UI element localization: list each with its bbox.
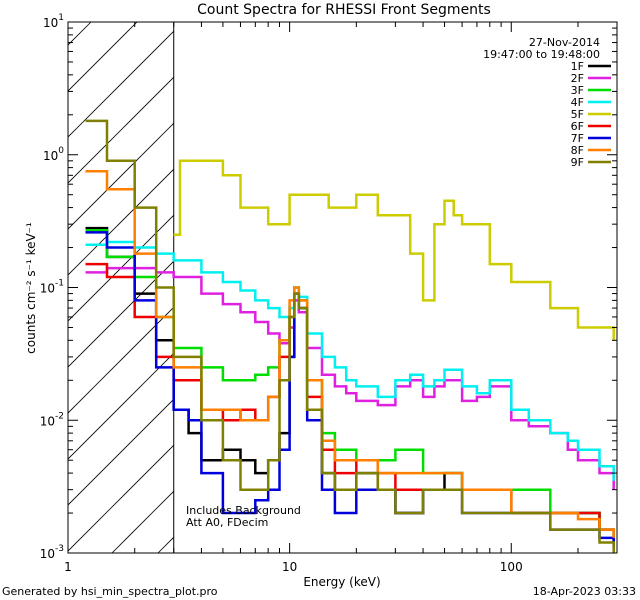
y-tick-label: 10-3 [40, 544, 64, 561]
legend-label-9F: 9F [571, 156, 584, 169]
series-line-2F [85, 266, 615, 490]
annotation-background: Includes Background [186, 504, 301, 517]
legend-label-2F: 2F [571, 72, 584, 85]
legend-label-8F: 8F [571, 144, 584, 157]
legend-label-6F: 6F [571, 120, 584, 133]
series-line-5F [173, 159, 615, 341]
y-tick-label: 10-2 [40, 411, 64, 428]
date-label: 27-Nov-2014 [529, 36, 600, 49]
series-layer [85, 119, 615, 553]
hatch-line [68, 398, 174, 506]
x-axis-label: Energy (keV) [303, 575, 380, 589]
hatch-line [68, 30, 174, 138]
legend-label-1F: 1F [571, 60, 584, 73]
hatch-line [68, 260, 174, 368]
x-tick-label: 100 [500, 560, 523, 574]
series-line-9F [85, 119, 615, 553]
chart-title: Count Spectra for RHESSI Front Segments [197, 2, 491, 18]
hatch-line [68, 214, 174, 322]
legend-label-5F: 5F [571, 108, 584, 121]
hatch-line [68, 76, 174, 184]
y-tick-label: 10-1 [40, 279, 64, 296]
hatch-line [68, 444, 174, 552]
axes: 1 10 100 101 100 10-1 10-2 10-3 [40, 13, 618, 574]
legend-label-3F: 3F [571, 84, 584, 97]
x-tick-label: 10 [282, 560, 297, 574]
time-range-label: 19:47:00 to 19:48:00 [483, 48, 600, 61]
legend-label-7F: 7F [571, 132, 584, 145]
footer-generated-by: Generated by hsi_min_spectra_plot.pro [2, 585, 218, 598]
annotation-attenuator: Att A0, FDecim [186, 516, 268, 529]
y-tick-label: 100 [43, 146, 64, 163]
y-axis-label: counts cm⁻² s⁻¹ keV⁻¹ [24, 222, 38, 354]
y-tick-label: 101 [43, 13, 64, 30]
legend-label-4F: 4F [571, 96, 584, 109]
x-tick-label: 1 [64, 560, 72, 574]
series-line-4F [85, 240, 615, 481]
footer-timestamp: 18-Apr-2023 03:33 [533, 585, 636, 598]
